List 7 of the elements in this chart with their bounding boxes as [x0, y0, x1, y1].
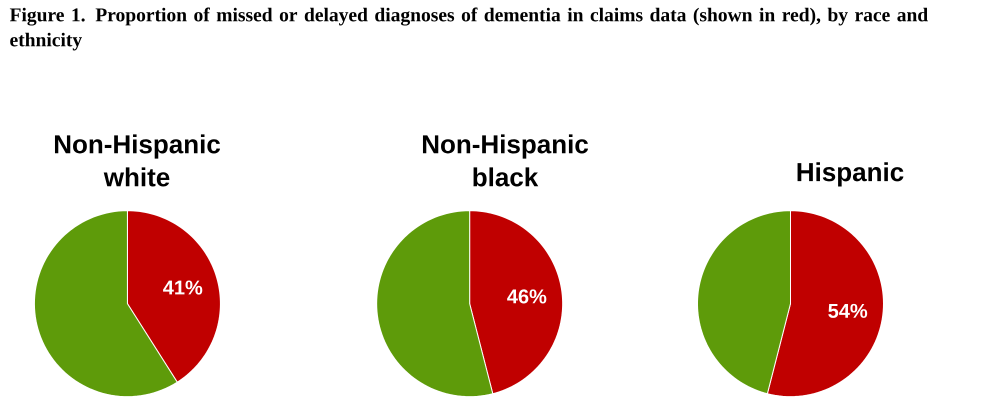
chart-title: Non-Hispanic white [54, 134, 220, 186]
data-label: 54% [828, 304, 868, 318]
chart-title: Hispanic [798, 162, 904, 186]
caption: Figure 1. Proportion of missed or delayed diagnoses of dementia in claims data (shown in red), by race and ethnicity [10, 7, 928, 50]
data-label: 41% [163, 280, 202, 295]
data-label: 46% [507, 289, 546, 304]
chart-title: Non-Hispanic black [422, 134, 588, 186]
